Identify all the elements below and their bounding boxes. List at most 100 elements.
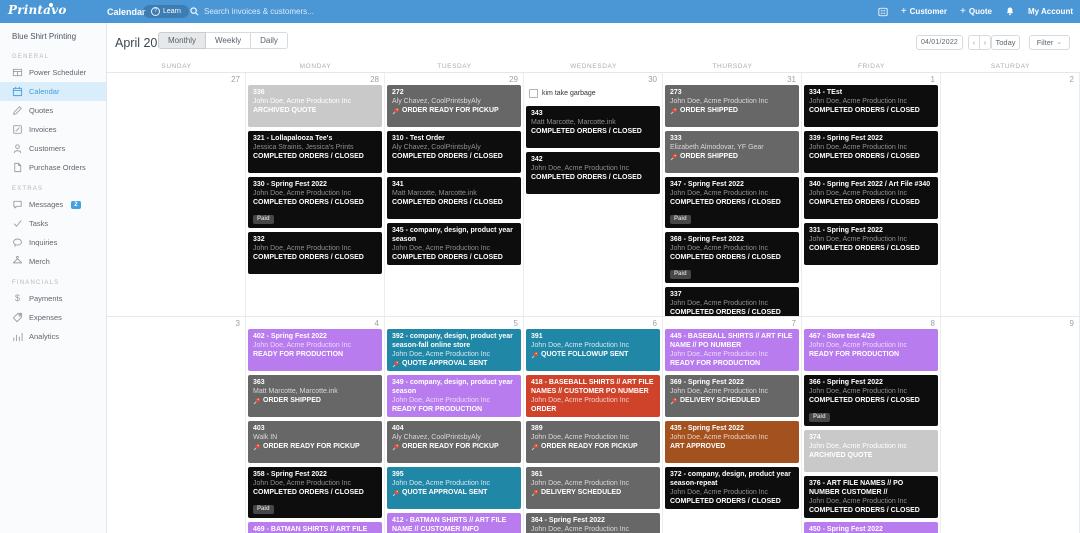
calendar-event[interactable]: 374 John Doe, Acme Production Inc ARCHIVED… [804, 430, 938, 472]
calendar-event[interactable]: 404 Aly Chavez, CoolPrintsbyAly ORDER READ… [387, 421, 521, 463]
calendar-event[interactable]: 358 - Spring Fest 2022 John Doe, Acme Pro… [248, 467, 382, 518]
calendar-event[interactable]: 342 John Doe, Acme Production Inc COMPLETE… [526, 152, 660, 194]
date-input[interactable]: 04/01/2022 [916, 35, 963, 50]
view-tab-weekly[interactable]: Weekly [205, 32, 252, 49]
calendar-event[interactable]: 363 Matt Marcotte, Marcotte.ink ORDER SHIP… [248, 375, 382, 417]
printavo-logo[interactable]: Printavo [8, 3, 67, 17]
calendar-event[interactable]: 341 Matt Marcotte, Marcotte.ink COMPLETED … [387, 177, 521, 219]
day-cell[interactable]: 31 273 John Doe, Acme Production Inc ORDER … [663, 73, 802, 316]
sidebar-item-purchase-orders[interactable]: Purchase Orders [0, 158, 106, 177]
pin-icon [392, 107, 399, 114]
sidebar-item-customers[interactable]: Customers [0, 139, 106, 158]
calendar-event[interactable]: 349 - company, design, product year seas… [387, 375, 521, 417]
event-status-label: COMPLETED ORDERS / CLOSED [670, 199, 781, 206]
event-title: 363 [253, 379, 265, 386]
calendar-event[interactable]: 347 - Spring Fest 2022 John Doe, Acme Pro… [665, 177, 799, 228]
view-tab-monthly[interactable]: Monthly [158, 32, 207, 49]
my-account-button[interactable]: My Account [1027, 7, 1073, 16]
sidebar-item-merch[interactable]: Merch [0, 252, 106, 271]
calendar-event[interactable]: 376 - ART FILE NAMES // PO NUMBER CUSTOM… [804, 476, 938, 518]
day-cell[interactable]: 28 336 John Doe, Acme Production Inc ARCHIV… [246, 73, 385, 316]
calendar-event[interactable]: 340 - Spring Fest 2022 / Art File #340 Jo… [804, 177, 938, 219]
sidebar-item-expenses[interactable]: Expenses [0, 308, 106, 327]
sidebar-item-payments[interactable]: $ Payments [0, 289, 106, 308]
calendar-event[interactable]: 364 - Spring Fest 2022 John Doe, Acme Pro… [526, 513, 660, 533]
event-title: 450 - Spring Fest 2022 [809, 526, 883, 533]
day-cell[interactable]: 4 402 - Spring Fest 2022 John Doe, Acme Pr… [246, 317, 385, 533]
notifications-bell-icon[interactable] [1005, 6, 1015, 17]
view-tab-daily[interactable]: Daily [250, 32, 288, 49]
sidebar-item-calendar[interactable]: Calendar [0, 82, 106, 101]
calendar-event[interactable]: 372 - company, design, product year seas… [665, 467, 799, 509]
calendar-event[interactable]: 467 - Store test 4/29 John Doe, Acme Prod… [804, 329, 938, 371]
calendar-event[interactable]: 331 - Spring Fest 2022 John Doe, Acme Pro… [804, 223, 938, 265]
day-cell[interactable]: 1 334 - TEst John Doe, Acme Production Inc… [802, 73, 941, 316]
calendar-event[interactable]: 366 - Spring Fest 2022 John Doe, Acme Pro… [804, 375, 938, 426]
event-status: READY FOR PRODUCTION [670, 359, 794, 368]
calendar-event[interactable]: 412 - BATMAN SHIRTS // ART FILE NAME // … [387, 513, 521, 533]
calendar-event[interactable]: 343 Matt Marcotte, Marcotte.ink COMPLETED … [526, 106, 660, 148]
learn-button[interactable]: ? Learn [143, 5, 189, 18]
calendar-event[interactable]: 418 - BASEBALL SHIRTS // ART FILE NAMES … [526, 375, 660, 417]
add-quote-button[interactable]: + Quote [960, 5, 992, 17]
top-bar: Printavo Calendar ? Learn Search invoice… [0, 0, 1080, 23]
date-number: 8 [930, 319, 935, 328]
calendar-event[interactable]: 332 John Doe, Acme Production Inc COMPLETE… [248, 232, 382, 274]
apps-grid-icon[interactable] [878, 7, 888, 17]
day-cell[interactable]: 30 kim take garbage 343 Matt Marcotte, Marc… [524, 73, 663, 316]
today-button[interactable]: Today [991, 35, 1020, 50]
calendar-event[interactable]: 272 Aly Chavez, CoolPrintsbyAly ORDER READ… [387, 85, 521, 127]
sidebar-item-inquiries[interactable]: Inquiries [0, 233, 106, 252]
task-checkbox[interactable] [529, 89, 538, 98]
sidebar-item-tasks[interactable]: Tasks [0, 214, 106, 233]
sidebar-item-quotes[interactable]: Quotes [0, 101, 106, 120]
calendar-event[interactable]: 395 John Doe, Acme Production Inc QUOTE AP… [387, 467, 521, 509]
add-customer-button[interactable]: + Customer [900, 5, 947, 17]
calendar-event[interactable]: 389 John Doe, Acme Production Inc ORDER RE… [526, 421, 660, 463]
day-cell[interactable]: 5 392 - company, design, product year sea… [385, 317, 524, 533]
calendar-event[interactable]: 333 Elizabeth Almodovar, YF Gear ORDER SHI… [665, 131, 799, 173]
filter-dropdown[interactable]: Filter ⌄ [1029, 35, 1070, 50]
calendar-event[interactable]: 469 - BATMAN SHIRTS // ART FILE NAME // … [248, 522, 382, 533]
calendar-event[interactable]: 361 John Doe, Acme Production Inc DELIVERY… [526, 467, 660, 509]
sidebar-item-invoices[interactable]: Invoices [0, 120, 106, 139]
calendar-event[interactable]: 392 - company, design, product year seas… [387, 329, 521, 371]
day-cell[interactable]: 6 391 John Doe, Acme Production Inc QUOTE F… [524, 317, 663, 533]
calendar-event[interactable]: 330 - Spring Fest 2022 John Doe, Acme Pro… [248, 177, 382, 228]
calendar-event[interactable]: 345 - company, design, product year seas… [387, 223, 521, 265]
event-status-label: QUOTE APPROVAL SENT [402, 489, 488, 496]
task-item[interactable]: kim take garbage [526, 85, 660, 102]
search-input[interactable]: Search invoices & customers... [190, 0, 314, 23]
calendar-event[interactable]: 310 - Test Order Aly Chavez, CoolPrintsby… [387, 131, 521, 173]
calendar-event[interactable]: 391 John Doe, Acme Production Inc QUOTE FO… [526, 329, 660, 371]
calendar-event[interactable]: 435 - Spring Fest 2022 John Doe, Acme Pro… [665, 421, 799, 463]
day-cell[interactable]: 9 [941, 317, 1080, 533]
calendar-event[interactable]: 321 - Lollapalooza Tee's Jessica Strainis… [248, 131, 382, 173]
event-customer: John Doe, Acme Production Inc [531, 397, 630, 404]
day-cell[interactable]: 8 467 - Store test 4/29 John Doe, Acme Pro… [802, 317, 941, 533]
calendar-event[interactable]: 403 Walk IN ORDER READY FOR PICKUP [248, 421, 382, 463]
calendar-event[interactable]: 339 - Spring Fest 2022 John Doe, Acme Pro… [804, 131, 938, 173]
calendar-event[interactable]: 337 John Doe, Acme Production Inc COMPLETE… [665, 287, 799, 316]
calendar-event[interactable]: 368 - Spring Fest 2022 John Doe, Acme Pro… [665, 232, 799, 283]
calendar-event[interactable]: 334 - TEst John Doe, Acme Production Inc C… [804, 85, 938, 127]
calendar-event[interactable]: 445 - BASEBALL SHIRTS // ART FILE NAME /… [665, 329, 799, 371]
day-cell[interactable]: 29 272 Aly Chavez, CoolPrintsbyAly ORDER RE… [385, 73, 524, 316]
day-cell[interactable]: 27 [107, 73, 246, 316]
day-cell[interactable]: 3 [107, 317, 246, 533]
calendar-event[interactable]: 336 John Doe, Acme Production Inc ARCHIVED… [248, 85, 382, 127]
calendar-event[interactable]: 402 - Spring Fest 2022 John Doe, Acme Pro… [248, 329, 382, 371]
day-cell[interactable]: 2 [941, 73, 1080, 316]
calendar-event[interactable]: 273 John Doe, Acme Production Inc ORDER SH… [665, 85, 799, 127]
sidebar-item-analytics[interactable]: Analytics [0, 327, 106, 346]
company-name: Blue Shirt Printing [12, 32, 77, 41]
prev-button[interactable]: ‹ [968, 35, 980, 50]
calendar-main: April 2022 Monthly Weekly Daily 04/01/2022… [107, 23, 1080, 533]
event-status: COMPLETED ORDERS / CLOSED [809, 198, 933, 207]
sidebar-item-power-scheduler[interactable]: Power Scheduler [0, 63, 106, 82]
next-button[interactable]: › [979, 35, 991, 50]
calendar-event[interactable]: 369 - Spring Fest 2022 John Doe, Acme Pro… [665, 375, 799, 417]
sidebar-item-messages[interactable]: Messages 2 [0, 195, 106, 214]
day-cell[interactable]: 7 445 - BASEBALL SHIRTS // ART FILE NAME … [663, 317, 802, 533]
